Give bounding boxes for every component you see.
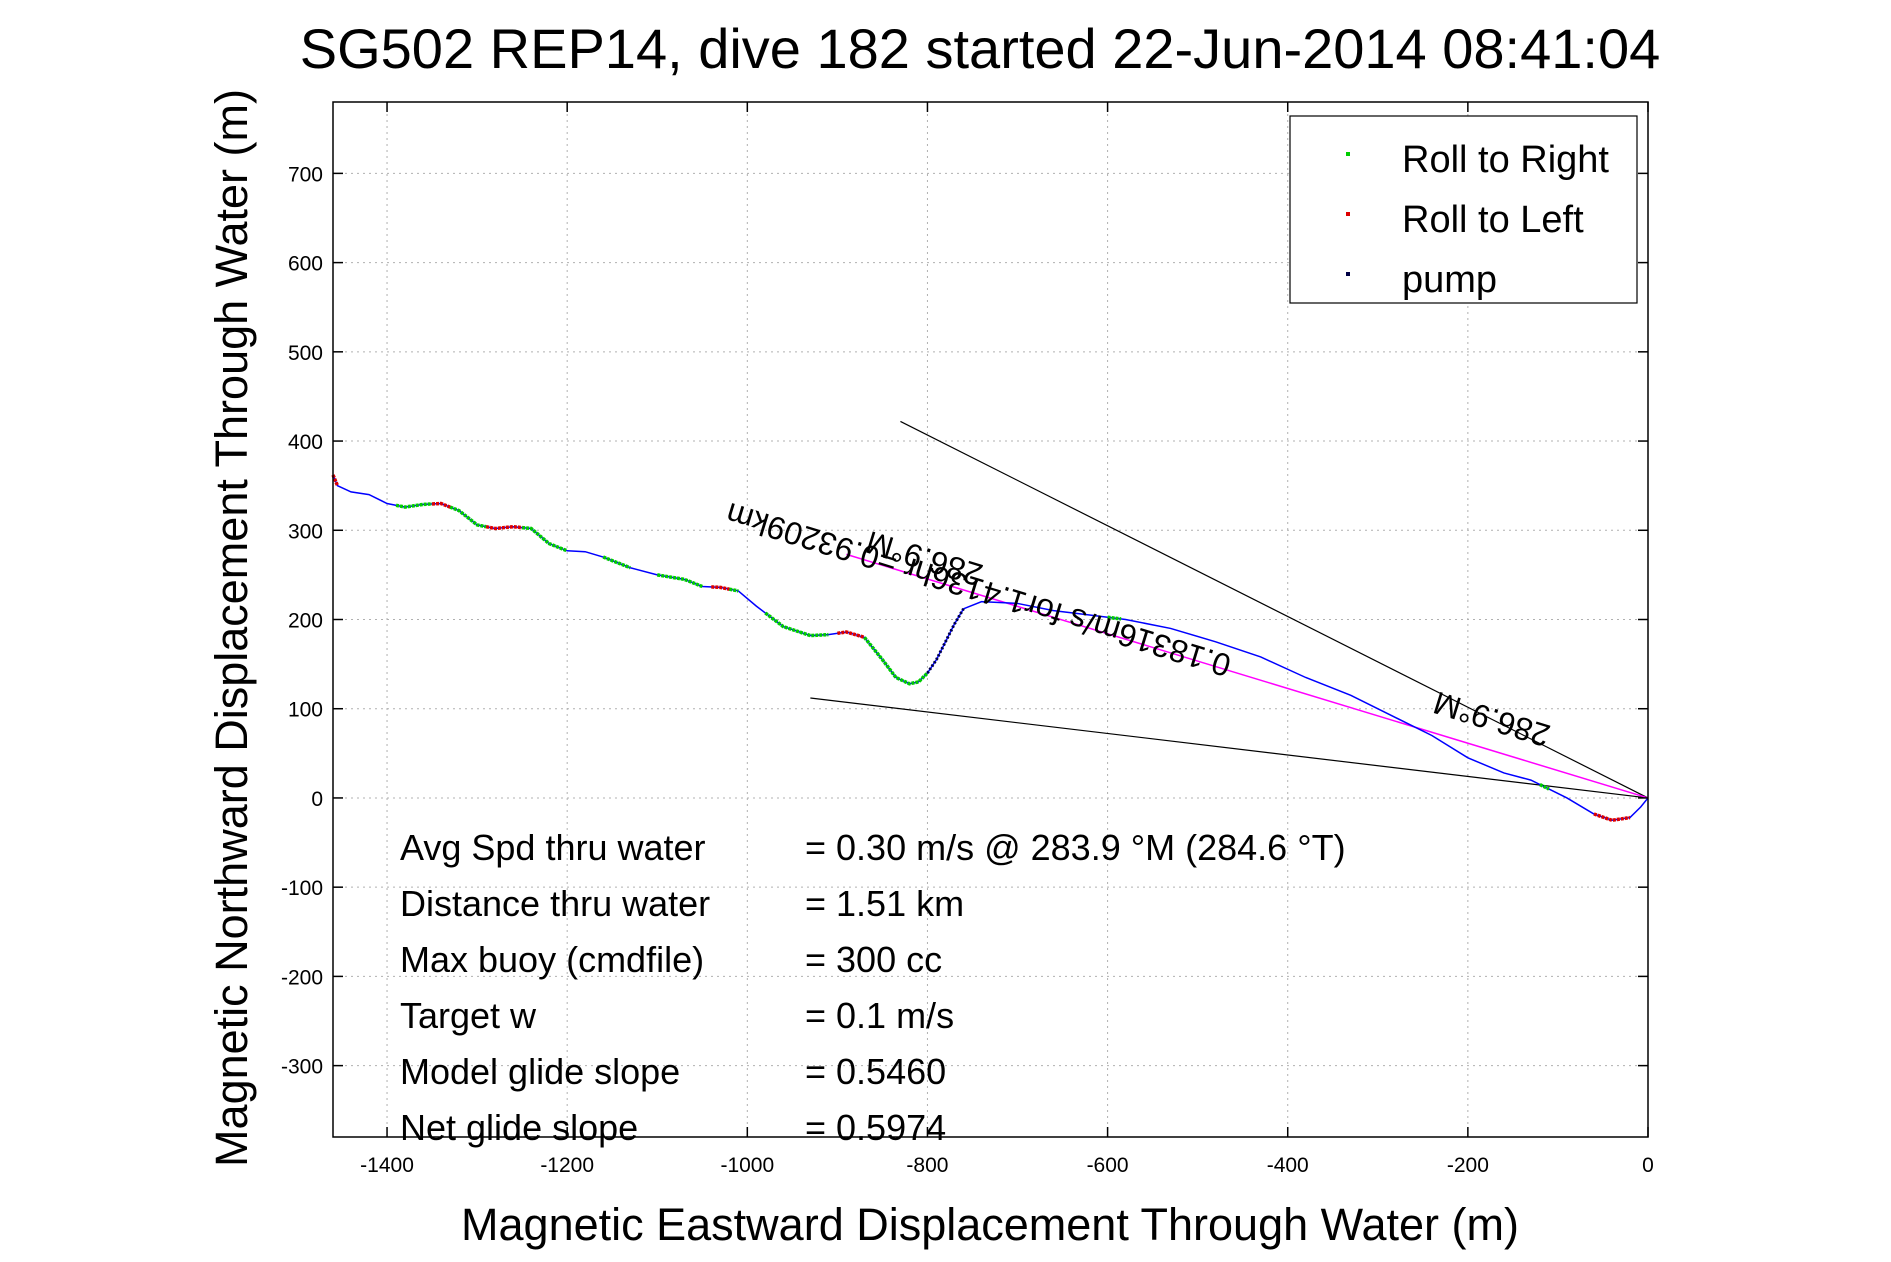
cone-lines <box>810 420 1649 799</box>
roll-right-segment <box>656 573 703 589</box>
stat-value: = 300 cc <box>805 939 942 980</box>
y-tick-label: 500 <box>288 342 323 365</box>
y-tick-label: 600 <box>288 253 323 276</box>
legend-label: Roll to Left <box>1402 199 1584 241</box>
x-tick-label: -400 <box>1267 1154 1309 1177</box>
stat-value: = 0.1 m/s <box>805 995 954 1036</box>
legend-marker <box>1346 212 1350 216</box>
legend-marker <box>1346 152 1350 156</box>
roll-right-segment <box>602 555 631 570</box>
roll-right-segment <box>1539 782 1550 791</box>
cone-line <box>810 697 1649 799</box>
legend: Roll to Right Roll to Left pump <box>1289 115 1638 304</box>
track-group <box>331 474 1649 823</box>
roll-left-segment <box>711 585 730 591</box>
y-tick-label: 100 <box>288 699 323 722</box>
stat-label: Net glide slope <box>400 1107 638 1148</box>
x-axis-label: Magnetic Eastward Displacement Through W… <box>461 1199 1519 1250</box>
y-tick-label: 200 <box>288 610 323 633</box>
chart-title: SG502 REP14, dive 182 started 22-Jun-201… <box>300 17 1661 80</box>
stat-value: = 0.5974 <box>805 1107 946 1148</box>
roll-right-segment <box>521 525 568 553</box>
y-tick-label: -200 <box>281 966 323 989</box>
pump-segment <box>926 608 965 674</box>
y-tick-label: -300 <box>281 1056 323 1079</box>
roll-left-segment <box>837 630 865 640</box>
y-tick-label: -100 <box>281 877 323 900</box>
stat-label: Target w <box>400 995 537 1036</box>
x-tick-label: -200 <box>1447 1154 1489 1177</box>
y-tick-label: 700 <box>288 163 323 186</box>
roll-right-segment <box>395 502 433 509</box>
roll-left-segment <box>331 474 340 487</box>
roll-right-segment <box>728 587 739 593</box>
x-ticks: -1400 -1200 -1000 -800 -600 -400 -200 0 <box>360 102 1654 1177</box>
legend-label: Roll to Right <box>1402 139 1609 181</box>
stats-block: Avg Spd thru water = 0.30 m/s @ 283.9 °M … <box>400 827 1346 1148</box>
roll-right-segment <box>863 636 929 686</box>
x-tick-label: -1200 <box>540 1154 594 1177</box>
x-tick-label: -600 <box>1087 1154 1129 1177</box>
stat-label: Distance thru water <box>400 883 710 924</box>
cone-line <box>900 420 1649 799</box>
roll-left-segment <box>431 501 451 509</box>
x-tick-label: -1400 <box>360 1154 414 1177</box>
roll-right-segment <box>764 611 829 638</box>
roll-left-segment <box>485 524 523 531</box>
stat-value: = 0.5460 <box>805 1051 946 1092</box>
legend-box <box>1289 115 1638 304</box>
roll-right-segment <box>449 505 487 529</box>
y-tick-label: 300 <box>288 520 323 543</box>
stat-value: = 1.51 km <box>805 883 964 924</box>
y-tick-label: 400 <box>288 431 323 454</box>
x-tick-label: -800 <box>906 1154 948 1177</box>
heading-line-group <box>846 553 1649 799</box>
y-tick-label: 0 <box>311 788 323 811</box>
stat-value: = 0.30 m/s @ 283.9 °M (284.6 °T) <box>805 827 1346 868</box>
legend-marker <box>1346 272 1350 276</box>
legend-label: pump <box>1402 259 1497 301</box>
heading-line <box>846 553 1649 799</box>
roll-left-segment <box>1593 812 1631 823</box>
roll-right-segment <box>1107 615 1122 621</box>
y-ticks: -300 -200 -100 0 100 200 300 400 500 600 700 <box>281 163 1648 1079</box>
x-tick-label: 0 <box>1642 1154 1654 1177</box>
stat-label: Model glide slope <box>400 1051 680 1092</box>
y-axis-label: Magnetic Northward Displacement Through … <box>206 89 257 1167</box>
x-tick-label: -1000 <box>720 1154 774 1177</box>
stat-label: Max buoy (cmdfile) <box>400 939 704 980</box>
stat-label: Avg Spd thru water <box>400 827 706 868</box>
